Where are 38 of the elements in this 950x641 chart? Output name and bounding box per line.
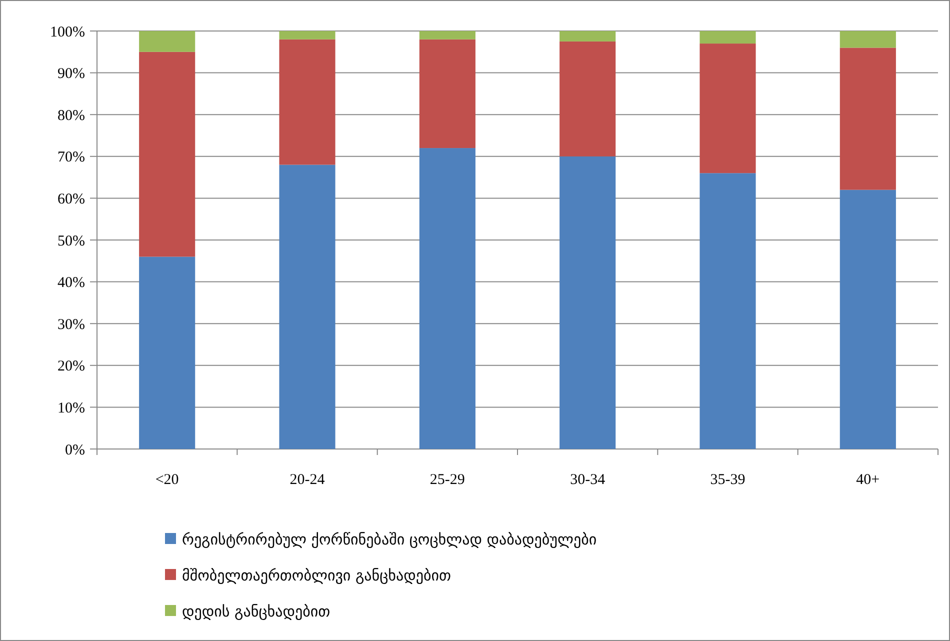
bar	[700, 173, 756, 449]
x-tick-label: 35-39	[710, 472, 746, 488]
bar	[419, 39, 476, 148]
x-tick-label: 30-34	[570, 472, 606, 488]
bar	[560, 41, 616, 156]
y-tick-label: 80%	[58, 108, 85, 124]
bar	[700, 44, 756, 174]
legend-label: რეგისტრირებულ ქორწინებაში ცოცხლად დაბადებულები	[182, 530, 597, 548]
bar	[139, 52, 196, 257]
y-tick-label: 90%	[58, 66, 85, 82]
bar	[139, 31, 196, 52]
legend-label: მშობელთაერთობლივი განცხადებით	[182, 566, 452, 584]
bar	[419, 148, 476, 449]
bar	[560, 31, 616, 42]
bar	[840, 31, 896, 48]
y-tick-label: 20%	[58, 358, 85, 375]
legend-label: დედის განცხადებით	[182, 602, 330, 620]
x-tick-label: 20-24	[290, 472, 326, 488]
bar	[279, 39, 336, 165]
x-tick-label: <20	[155, 472, 179, 488]
bar	[139, 256, 196, 449]
bar	[279, 31, 336, 40]
y-tick-label: 10%	[58, 400, 85, 416]
bar	[840, 190, 896, 449]
bar	[279, 164, 336, 449]
y-tick-label: 60%	[58, 191, 85, 208]
x-tick-label: 40+	[856, 472, 880, 488]
bar	[560, 156, 616, 449]
bar	[419, 31, 476, 40]
y-tick-label: 100%	[50, 24, 85, 40]
bar	[700, 31, 756, 44]
y-tick-label: 50%	[58, 233, 85, 250]
y-tick-label: 30%	[58, 316, 85, 333]
y-tick-label: 40%	[58, 275, 85, 292]
x-tick-label: 25-29	[430, 472, 465, 488]
bar	[840, 48, 896, 190]
y-tick-label: 0%	[65, 442, 85, 458]
y-tick-label: 70%	[58, 150, 85, 166]
